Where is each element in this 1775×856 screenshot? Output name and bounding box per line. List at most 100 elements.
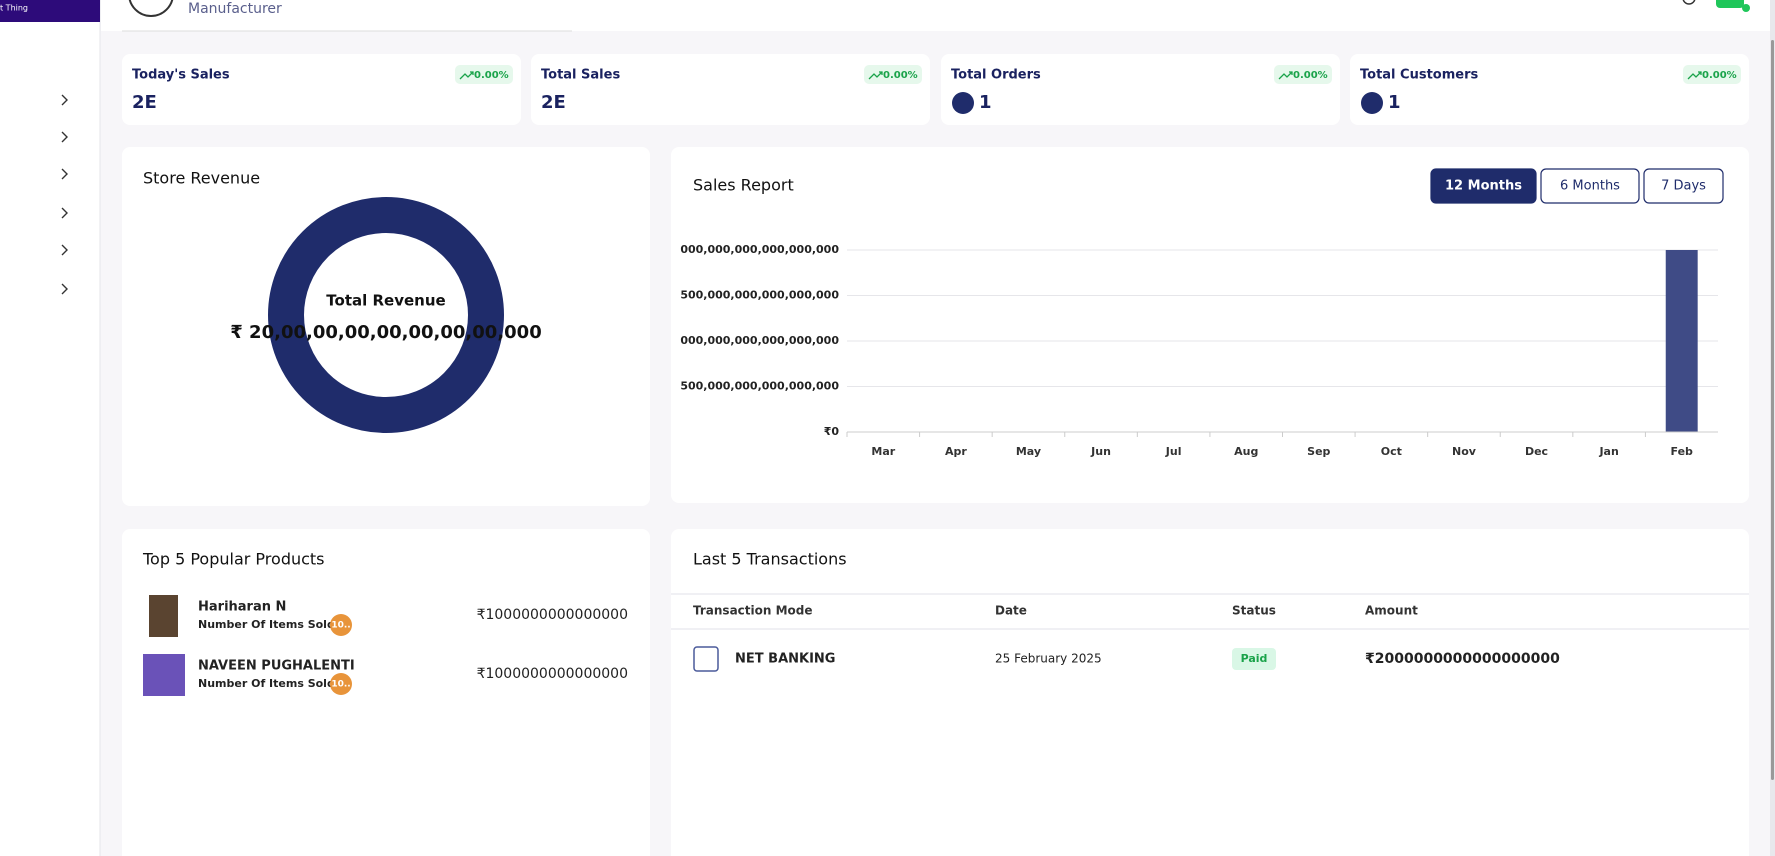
sold-label: Number Of Items Sold: <box>198 618 339 631</box>
range-button-label[interactable]: 7 Days <box>1661 179 1706 194</box>
sold-value: 10.. <box>331 680 350 690</box>
x-tick-label: Aug <box>1234 445 1258 458</box>
range-button-label[interactable]: 6 Months <box>1560 179 1620 194</box>
scrollbar-thumb[interactable] <box>1771 40 1774 780</box>
x-tick-label: Mar <box>871 445 895 458</box>
x-tick-label: Feb <box>1671 445 1694 458</box>
card-title: Last 5 Transactions <box>693 550 847 569</box>
stat-icon <box>1361 92 1383 114</box>
y-tick-label: 000,000,000,000,000,000 <box>680 334 839 347</box>
online-dot <box>1742 4 1750 12</box>
product-image <box>149 595 178 637</box>
stat-value: 1 <box>979 92 992 113</box>
stat-value: 1 <box>1388 92 1401 113</box>
chevron[interactable] <box>61 168 68 180</box>
trend-icon <box>868 71 883 80</box>
x-tick-label: Oct <box>1381 445 1402 458</box>
sales-chart: ₹0 500,000,000,000,000,000 000,000,000,000… <box>680 243 1718 458</box>
store-revenue-card <box>122 147 650 506</box>
change-badge <box>1683 65 1741 84</box>
stat-value: 2E <box>541 92 566 113</box>
product-name: Hariharan N <box>198 600 286 615</box>
cell: 25 February 2025 <box>995 652 1102 666</box>
change-badge <box>1274 65 1332 84</box>
transactions-card <box>671 529 1749 856</box>
sold-value: 10.. <box>331 621 350 631</box>
trend-icon <box>1278 71 1293 80</box>
change-value: 0.00% <box>474 70 509 81</box>
status-badge <box>1232 648 1276 670</box>
y-tick-label: 000,000,000,000,000,000 <box>680 243 839 256</box>
x-tick-label: Jul <box>1165 445 1182 458</box>
card-title: Store Revenue <box>143 169 260 188</box>
x-tick-label: May <box>1016 445 1041 458</box>
range-button[interactable] <box>1540 168 1640 204</box>
product-price: ₹1000000000000000 <box>477 607 628 623</box>
product-name: NAVEEN PUGHALENTI <box>198 659 355 674</box>
chevron[interactable] <box>61 207 68 219</box>
chevron[interactable] <box>61 244 68 256</box>
stat-card <box>122 54 521 125</box>
y-tick-label: 500,000,000,000,000,000 <box>680 380 839 393</box>
stat-card <box>941 54 1340 125</box>
chevron[interactable] <box>61 94 68 106</box>
transactions-table: Transaction Mode Date Status Amount NET BANK… <box>693 604 1560 672</box>
card-title: Top 5 Popular Products <box>142 550 325 569</box>
column-header: Transaction Mode <box>693 604 813 618</box>
x-tick-label: Apr <box>945 445 967 458</box>
stat-title: Total Sales <box>541 68 620 83</box>
range-buttons: 12 Months 6 Months 7 Days <box>1430 168 1724 204</box>
column-header: Status <box>1232 604 1276 618</box>
logo <box>128 0 174 17</box>
header-subtitle: Manufacturer <box>188 1 282 17</box>
trend-icon <box>459 71 474 80</box>
x-tick-label: Sep <box>1307 445 1330 458</box>
sidebar <box>0 0 100 856</box>
change-value: 0.00% <box>883 70 918 81</box>
product-price: ₹1000000000000000 <box>477 666 628 682</box>
x-tick-label: Jun <box>1090 445 1111 458</box>
change-badge <box>864 65 922 84</box>
stat-card <box>531 54 930 125</box>
y-tick-label: 500,000,000,000,000,000 <box>680 289 839 302</box>
stat-cards: Today's Sales 0.00% 2E Total Sales 0.00% 2E To… <box>122 54 1749 125</box>
notification-icon[interactable] <box>1682 0 1696 5</box>
trend-icon <box>1687 71 1702 80</box>
stat-card <box>1350 54 1749 125</box>
change-badge <box>455 65 513 84</box>
chevron[interactable] <box>61 131 68 143</box>
stat-icon <box>952 92 974 114</box>
x-tick-label: Nov <box>1452 445 1477 458</box>
bank-icon <box>693 646 719 672</box>
sidebar-brand-bar <box>0 0 100 22</box>
bar <box>1665 250 1698 432</box>
products-card <box>122 529 650 856</box>
chevron[interactable] <box>61 283 68 295</box>
profile-icon[interactable] <box>1716 0 1744 8</box>
cell: Paid <box>1241 652 1268 665</box>
donut-ring <box>268 197 504 433</box>
sold-badge <box>330 614 352 636</box>
range-button[interactable] <box>1430 168 1537 204</box>
change-value: 0.00% <box>1702 70 1737 81</box>
change-value: 0.00% <box>1293 70 1328 81</box>
stat-value: 2E <box>132 92 157 113</box>
column-header: Date <box>995 604 1027 618</box>
stat-title: Today's Sales <box>132 68 230 83</box>
cell: NET BANKING <box>735 652 835 667</box>
range-button[interactable] <box>1643 168 1724 204</box>
sold-label: Number Of Items Sold: <box>198 677 339 690</box>
column-header: Amount <box>1365 604 1418 618</box>
donut-value: ₹ 20,00,00,00,00,00,00,00,000 <box>230 322 541 343</box>
sidebar-brand: t Thing <box>0 4 28 13</box>
sidebar-menu <box>61 94 68 295</box>
range-button-label[interactable]: 12 Months <box>1445 179 1522 194</box>
donut-label: Total Revenue <box>326 292 445 310</box>
sold-badge <box>330 673 352 695</box>
product-image <box>143 654 185 696</box>
sales-report-card <box>671 147 1749 503</box>
stat-title: Total Orders <box>951 68 1041 83</box>
stat-title: Total Customers <box>1360 68 1478 83</box>
